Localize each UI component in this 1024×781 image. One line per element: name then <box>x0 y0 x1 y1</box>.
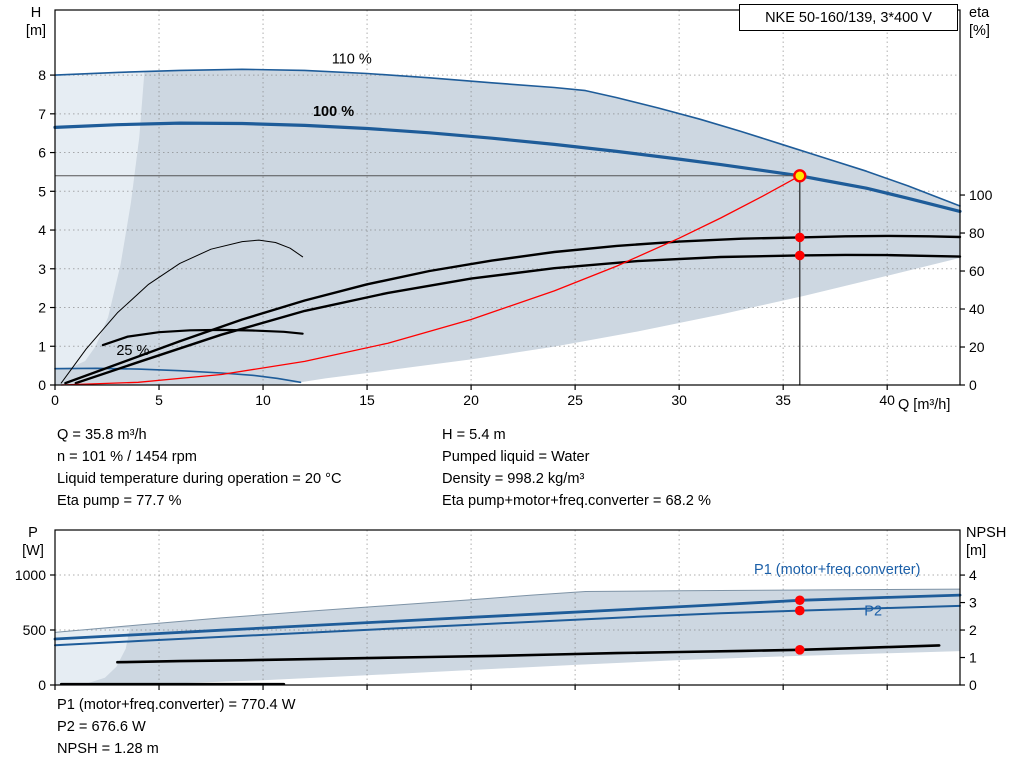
power-envelope <box>55 589 960 685</box>
right-tick-label: 20 <box>969 339 985 355</box>
info-line-speed: n = 101 % / 1454 rpm <box>57 449 197 465</box>
npsh-axis-title: NPSH [m] <box>966 524 1006 560</box>
right-tick-label: 80 <box>969 225 985 241</box>
label-100pct: 100 % <box>313 104 354 120</box>
right-tick-label: 1 <box>969 650 977 666</box>
info-line-eta-total: Eta pump+motor+freq.converter = 68.2 % <box>442 493 711 509</box>
x-tick-label: 20 <box>463 392 479 408</box>
right-tick-label: 60 <box>969 263 985 279</box>
right-tick-label: 0 <box>969 677 977 693</box>
p1-point <box>795 595 805 606</box>
eta-total-100 <box>74 253 962 385</box>
info-line-eta-pump: Eta pump = 77.7 % <box>57 493 182 509</box>
left-tick-label: 4 <box>38 222 46 238</box>
eta-pump-100 <box>64 234 962 385</box>
left-tick-label: 5 <box>38 183 46 199</box>
x-tick-label: 40 <box>879 392 895 408</box>
power-npsh-chart[interactable]: 0 500 1000 0 1 2 3 4 P1 (motor+freq.converter) P2 <box>15 529 977 693</box>
x-tick-label: 15 <box>359 392 375 408</box>
p-axis-unit: [W] <box>22 543 44 559</box>
curve-100pct <box>53 121 962 213</box>
left-tick-label: 0 <box>38 377 46 393</box>
left-tick-label: 6 <box>38 145 46 161</box>
left-tick-label: 0 <box>38 677 46 693</box>
q-axis-title: Q [m³/h] <box>898 397 951 413</box>
info-line-p1: P1 (motor+freq.converter) = 770.4 W <box>57 697 296 713</box>
info-line-npsh: NPSH = 1.28 m <box>57 741 159 757</box>
label-25pct: 25 % <box>116 343 149 359</box>
npsh-point <box>795 645 805 655</box>
duty-info-left: Q = 35.8 m³/h n = 101 % / 1454 rpm Liqui… <box>57 424 342 512</box>
right-tick-label: 2 <box>969 622 977 638</box>
left-tick-label: 8 <box>38 67 46 83</box>
p2-curve <box>54 604 961 647</box>
x-tick-label: 10 <box>255 392 271 408</box>
operating-envelope <box>55 69 960 386</box>
x-tick-label: 0 <box>51 392 59 408</box>
p-axis-title: P [W] <box>12 524 54 560</box>
envelope-low-flow-light <box>55 70 145 368</box>
left-tick-label: 500 <box>23 622 47 638</box>
x-tick-label: 25 <box>567 392 583 408</box>
eta-pump-25 <box>60 239 304 384</box>
info-line-q: Q = 35.8 m³/h <box>57 427 147 443</box>
right-tick-label: 4 <box>969 567 977 583</box>
right-tick-label: 3 <box>969 595 977 611</box>
eta-axis-unit: [%] <box>969 23 990 39</box>
left-tick-label: 1 <box>38 338 46 354</box>
left-tick-label: 1000 <box>15 567 46 583</box>
eta-axis-title: eta [%] <box>969 4 990 40</box>
right-tick-label: 0 <box>969 377 977 393</box>
right-tick-label: 40 <box>969 301 985 317</box>
x-tick-label: 35 <box>775 392 791 408</box>
system-curve <box>60 175 801 386</box>
duty-info-right: H = 5.4 m Pumped liquid = Water Density … <box>442 424 711 512</box>
p2-curve-label: P2 <box>864 604 882 620</box>
h-axis-letter: H <box>30 5 42 21</box>
curve-110pct <box>54 68 961 207</box>
pump-model-title: NKE 50-160/139, 3*400 V <box>765 9 932 26</box>
p2-point <box>795 605 805 616</box>
eta-total-25 <box>101 328 304 347</box>
left-tick-label: 2 <box>38 300 46 316</box>
pump-title-box: NKE 50-160/139, 3*400 V <box>739 4 958 31</box>
eta-total-point <box>795 250 805 261</box>
eta-pump-point <box>795 232 805 243</box>
x-tick-label: 5 <box>155 392 163 408</box>
info-line-h: H = 5.4 m <box>442 427 506 443</box>
npsh-axis-letter: NPSH <box>966 525 1007 541</box>
info-line-temperature: Liquid temperature during operation = 20… <box>57 471 342 487</box>
duty-point[interactable] <box>793 169 807 183</box>
npsh-axis-unit: [m] <box>966 543 987 559</box>
pmax-curve <box>54 588 961 633</box>
info-line-p2: P2 = 676.6 W <box>57 719 146 735</box>
p1-curve <box>53 593 962 641</box>
right-tick-label: 100 <box>969 187 993 203</box>
p-axis-letter: P <box>28 525 38 541</box>
left-tick-label: 7 <box>38 106 46 122</box>
npsh-curve <box>116 644 941 664</box>
plot-border <box>54 9 961 386</box>
left-tick-label: 3 <box>38 261 46 277</box>
plot-border <box>54 529 961 686</box>
hq-eta-chart[interactable]: 0 5 10 15 20 25 30 35 40012345678020406080100110… <box>38 9 993 408</box>
h-axis-unit: [m] <box>25 23 47 39</box>
info-line-liquid: Pumped liquid = Water <box>442 449 590 465</box>
label-110pct: 110 % <box>332 51 372 67</box>
power-info: P1 (motor+freq.converter) = 770.4 W P2 =… <box>57 694 295 760</box>
info-line-density: Density = 998.2 kg/m³ <box>442 471 585 487</box>
h-axis-title: H [m] <box>16 4 56 40</box>
x-tick-label: 30 <box>671 392 687 408</box>
p1-curve-label: P1 (motor+freq.converter) <box>754 562 920 578</box>
eta-axis-letter: eta <box>969 5 990 21</box>
